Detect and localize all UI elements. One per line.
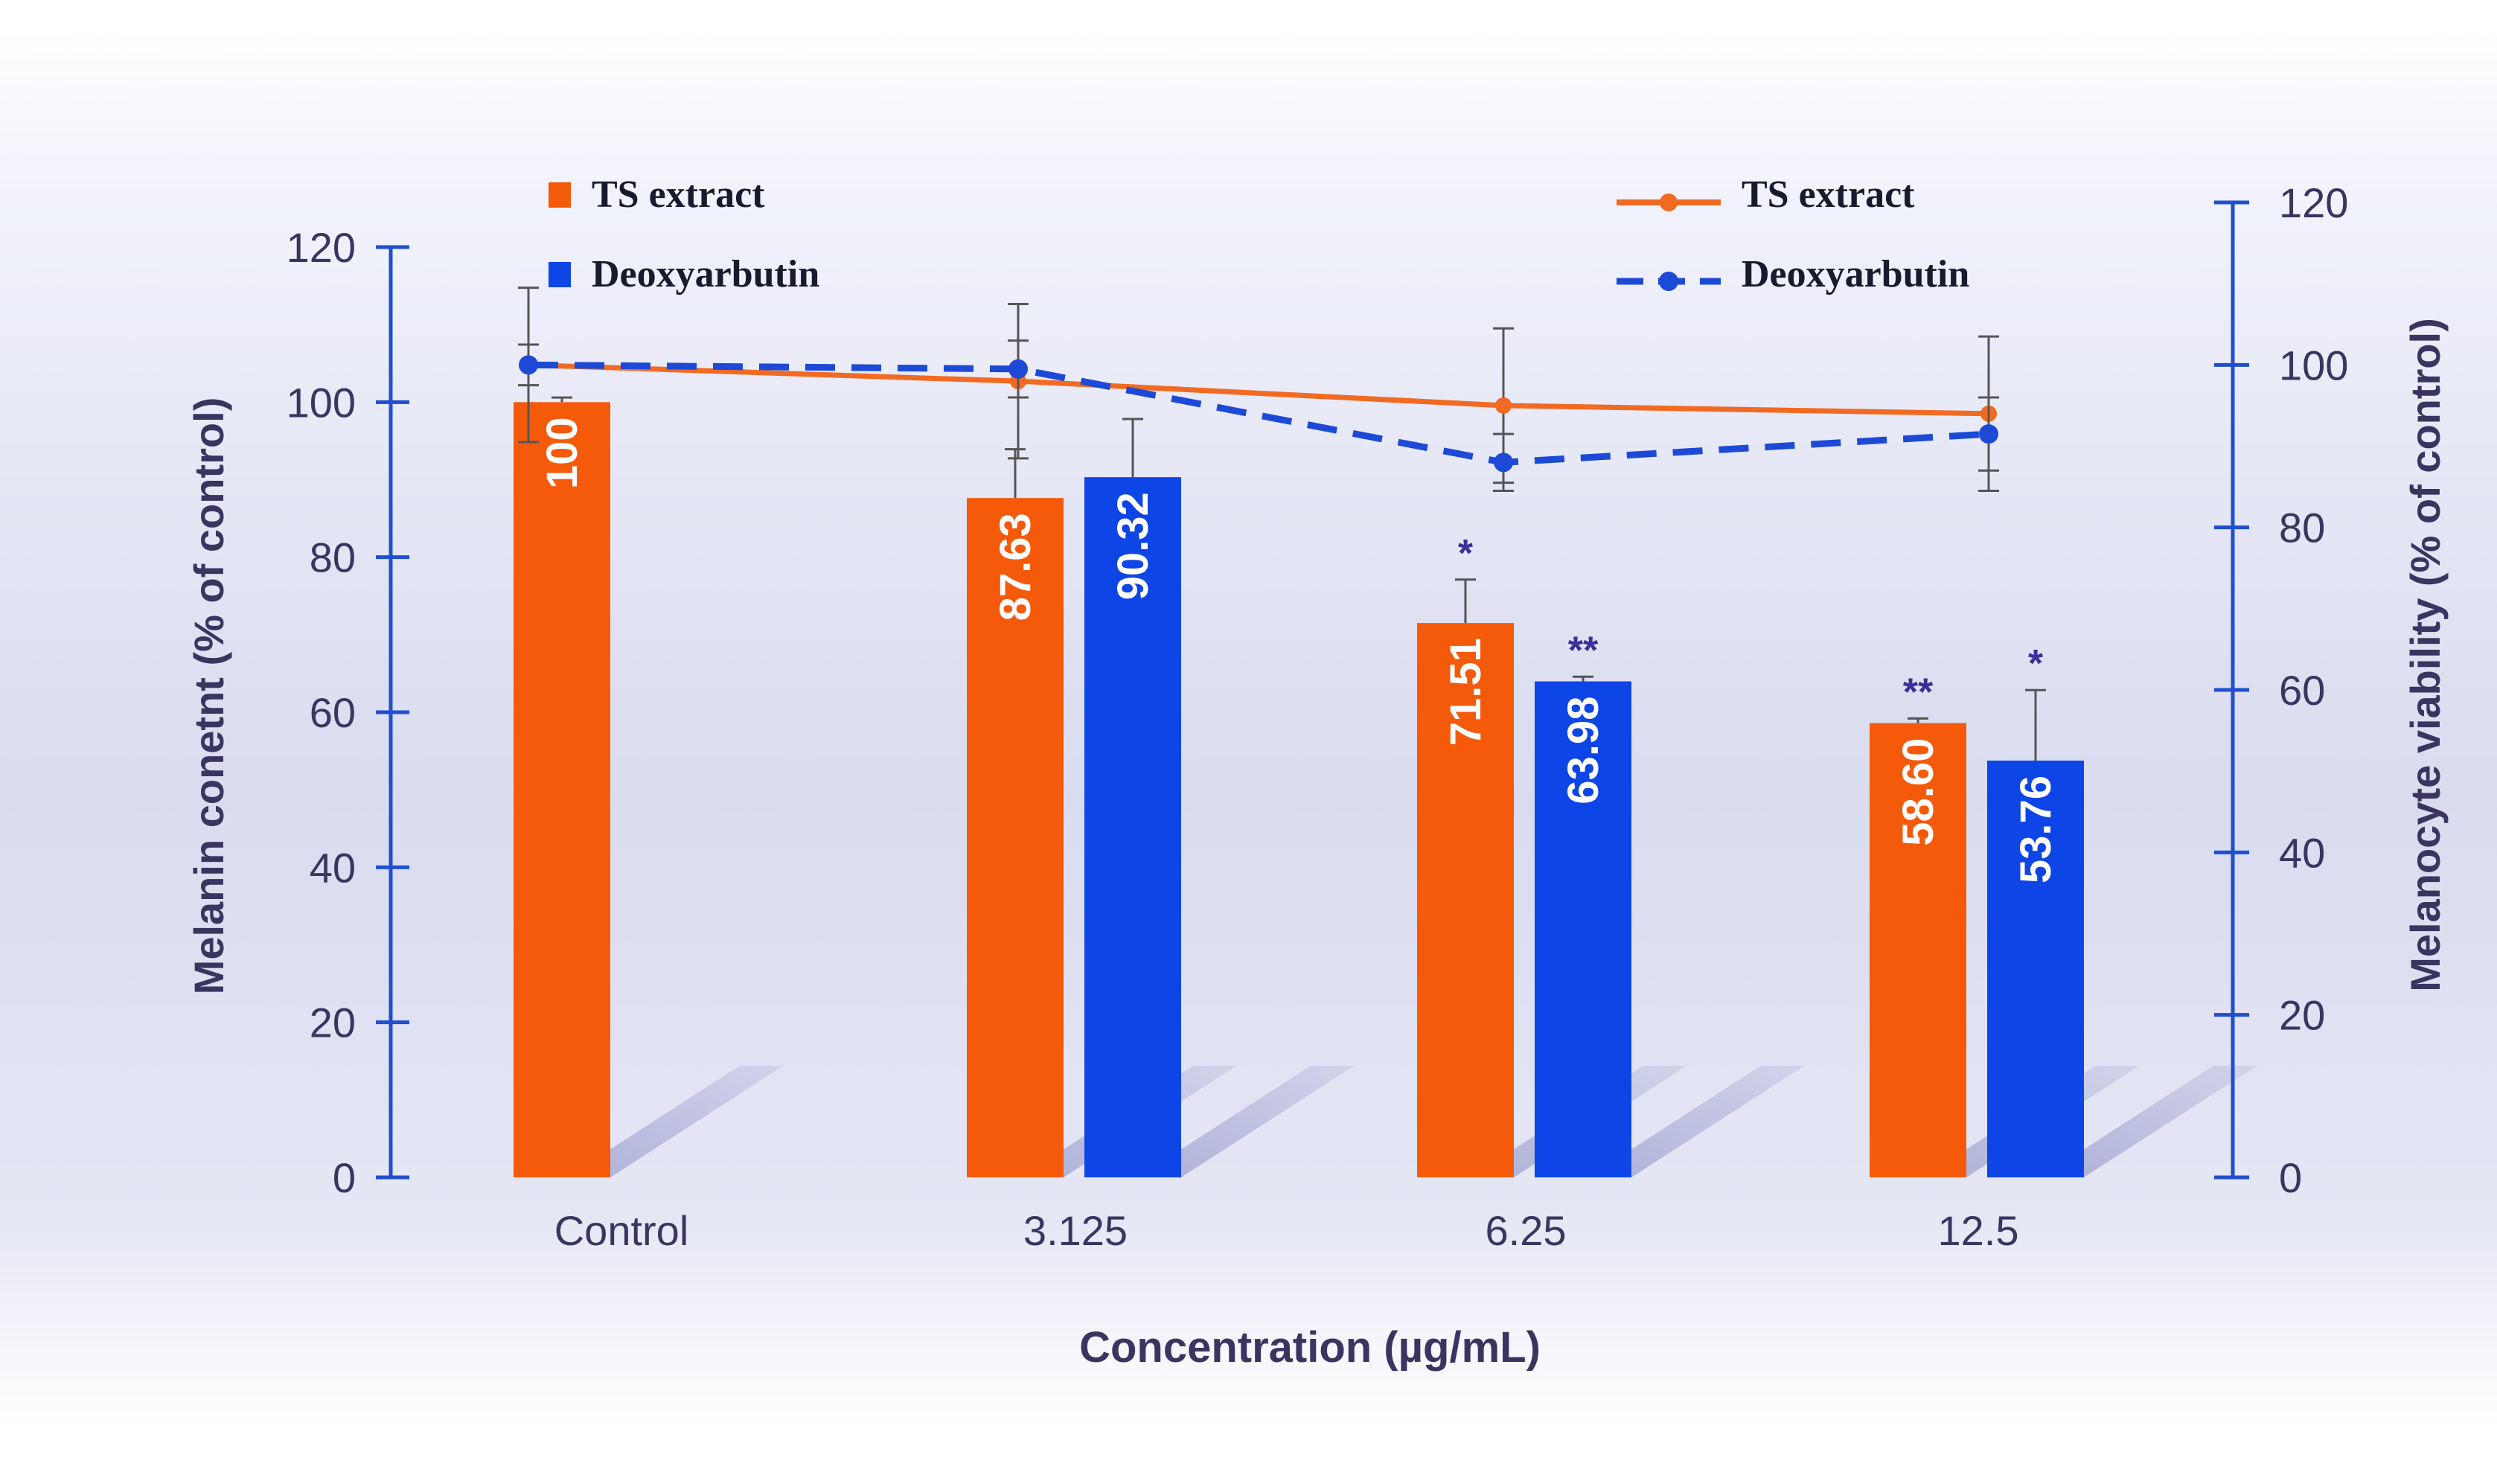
y-tick-label-left-0: 0 [333,1154,356,1201]
y-tick-label-left-1: 20 [310,1000,356,1046]
bar-1-1 [1084,477,1181,1177]
y-tick-label-right-3: 60 [2279,667,2325,714]
line-series-0 [528,362,1989,417]
y-tick-label-left-4: 80 [310,534,356,581]
line-point-1-1 [1008,359,1028,379]
bar-value-label-0-1: 87.63 [991,513,1040,621]
legend-swatch-deoxyarbutin-bar [549,262,571,287]
legend-bars: TS extract Deoxyarbutin [549,173,819,295]
bars [514,402,2084,1178]
legend-marker-ts-extract [1660,194,1678,211]
bar-0-0 [514,402,610,1178]
bar-value-label-0-0: 100 [538,417,586,489]
legend-label-ts-extract-line: TS extract [1742,173,1915,216]
y-tick-label-right-0: 0 [2279,1154,2302,1201]
legend-lines: TS extract Deoxyarbutin [1617,173,1969,295]
legend-label-deoxyarbutin-bar: Deoxyarbutin [592,253,819,295]
x-tick-label-2: 6.25 [1486,1207,1567,1254]
legend-label-ts-extract-bar: TS extract [592,173,765,216]
x-axis-title: Concentration (µg/mL) [1079,1323,1541,1372]
viability-lines [518,287,1999,493]
y-tick-label-right-1: 20 [2279,992,2325,1039]
significance-0-3: ** [1903,671,1934,714]
legend-swatch-ts-extract-bar [549,182,571,208]
y-tick-label-left-6: 120 [287,224,356,271]
y-axis-title-left: Melanin conetnt (% of control) [185,397,232,995]
line-series-1 [528,361,1989,466]
y-tick-label-right-4: 80 [2279,505,2325,551]
x-tick-label-3: 12.5 [1938,1207,2019,1254]
bar-0-1 [967,498,1064,1177]
line-point-1-0 [519,355,538,375]
significance-markers: ***** * [1458,532,2044,714]
bar-shadow-1-1 [1137,1066,1355,1177]
y-tick-label-left-2: 40 [310,844,356,891]
y-axis-title-right: Melanocyte viability (% of control) [2402,318,2449,991]
line-point-0-2 [1495,397,1512,414]
bar-value-label-1-3: 53.76 [2012,775,2060,883]
line-point-1-3 [1979,424,1998,444]
plot-background [0,30,2497,1429]
bar-value-label-1-1: 90.32 [1109,492,1157,600]
y-tick-label-left-3: 60 [310,689,356,736]
bar-shadow-1-3 [2040,1066,2257,1177]
x-tick-labels: Control 3.125 6.25 12.5 [554,1207,2019,1254]
bar-value-label-1-2: 63.98 [1559,697,1608,805]
y-tick-label-right-5: 100 [2279,342,2348,388]
bar-value-labels: 100 87.63 71.51 58.60 90.32 63.98 53.76 [538,417,2060,883]
bar-1-2 [1535,681,1631,1177]
x-tick-label-0: Control [554,1207,689,1254]
significance-0-2: * [1458,532,1474,575]
bar-0-3 [1870,723,1966,1177]
significance-1-3: * [2028,642,2044,685]
x-tick-label-1: 3.125 [1023,1207,1128,1254]
bar-shadow-1-2 [1588,1066,1805,1177]
y-tick-label-left-5: 100 [287,379,356,426]
y-tick-label-right-2: 40 [2279,829,2325,876]
bar-value-label-0-2: 71.51 [1442,638,1490,746]
bar-value-label-0-3: 58.60 [1894,738,1943,846]
bar-0-2 [1417,623,1514,1177]
line-point-1-2 [1494,452,1513,473]
significance-1-2: ** [1568,629,1599,672]
y-tick-label-right-6: 120 [2279,179,2348,226]
legend-marker-deoxyarbutin [1659,272,1678,291]
legend-label-deoxyarbutin-line: Deoxyarbutin [1742,253,1969,295]
bar-shadow-0-0 [566,1066,784,1177]
axes: 0 20 40 60 80 100 120 0 20 40 60 80 100 120 [287,179,2349,1201]
bar-1-3 [1987,761,2084,1177]
